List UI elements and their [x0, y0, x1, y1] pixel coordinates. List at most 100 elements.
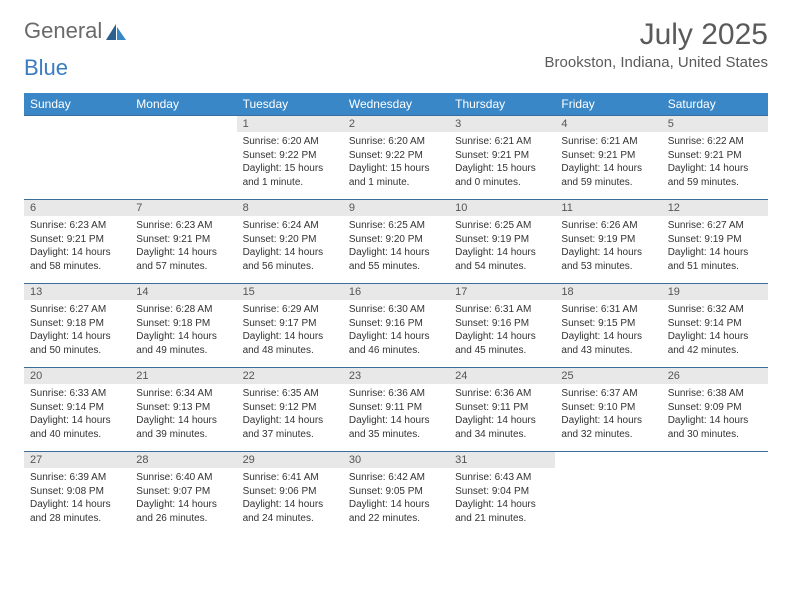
day-number: 15 [237, 284, 343, 300]
day-number: 3 [449, 116, 555, 132]
day-content: Sunrise: 6:38 AMSunset: 9:09 PMDaylight:… [662, 384, 768, 444]
calendar-cell: 8Sunrise: 6:24 AMSunset: 9:20 PMDaylight… [237, 200, 343, 284]
sunrise-text: Sunrise: 6:27 AM [30, 303, 124, 317]
sunset-text: Sunset: 9:18 PM [136, 317, 230, 331]
day-number: 17 [449, 284, 555, 300]
day-number: 1 [237, 116, 343, 132]
day-content: Sunrise: 6:36 AMSunset: 9:11 PMDaylight:… [343, 384, 449, 444]
calendar-cell: 3Sunrise: 6:21 AMSunset: 9:21 PMDaylight… [449, 116, 555, 200]
sunset-text: Sunset: 9:19 PM [561, 233, 655, 247]
sunrise-text: Sunrise: 6:30 AM [349, 303, 443, 317]
calendar-cell: 6Sunrise: 6:23 AMSunset: 9:21 PMDaylight… [24, 200, 130, 284]
sunrise-text: Sunrise: 6:41 AM [243, 471, 337, 485]
calendar-cell: 1Sunrise: 6:20 AMSunset: 9:22 PMDaylight… [237, 116, 343, 200]
day-content: Sunrise: 6:22 AMSunset: 9:21 PMDaylight:… [662, 132, 768, 192]
sunrise-text: Sunrise: 6:23 AM [30, 219, 124, 233]
daylight-text: Daylight: 14 hours and 45 minutes. [455, 330, 549, 357]
sunset-text: Sunset: 9:16 PM [349, 317, 443, 331]
calendar-cell: 20Sunrise: 6:33 AMSunset: 9:14 PMDayligh… [24, 368, 130, 452]
day-number: 4 [555, 116, 661, 132]
calendar-cell: 10Sunrise: 6:25 AMSunset: 9:19 PMDayligh… [449, 200, 555, 284]
daylight-text: Daylight: 14 hours and 39 minutes. [136, 414, 230, 441]
sunrise-text: Sunrise: 6:28 AM [136, 303, 230, 317]
daylight-text: Daylight: 14 hours and 54 minutes. [455, 246, 549, 273]
day-content: Sunrise: 6:25 AMSunset: 9:20 PMDaylight:… [343, 216, 449, 276]
daylight-text: Daylight: 14 hours and 40 minutes. [30, 414, 124, 441]
sunset-text: Sunset: 9:15 PM [561, 317, 655, 331]
sunrise-text: Sunrise: 6:31 AM [455, 303, 549, 317]
day-number: 28 [130, 452, 236, 468]
calendar-cell: 12Sunrise: 6:27 AMSunset: 9:19 PMDayligh… [662, 200, 768, 284]
day-number: 7 [130, 200, 236, 216]
sunrise-text: Sunrise: 6:22 AM [668, 135, 762, 149]
day-content: Sunrise: 6:39 AMSunset: 9:08 PMDaylight:… [24, 468, 130, 528]
day-number: 26 [662, 368, 768, 384]
sunset-text: Sunset: 9:08 PM [30, 485, 124, 499]
sunset-text: Sunset: 9:21 PM [455, 149, 549, 163]
day-number: 5 [662, 116, 768, 132]
day-content: Sunrise: 6:36 AMSunset: 9:11 PMDaylight:… [449, 384, 555, 444]
day-content: Sunrise: 6:41 AMSunset: 9:06 PMDaylight:… [237, 468, 343, 528]
sunrise-text: Sunrise: 6:42 AM [349, 471, 443, 485]
calendar-cell: 15Sunrise: 6:29 AMSunset: 9:17 PMDayligh… [237, 284, 343, 368]
daylight-text: Daylight: 14 hours and 59 minutes. [668, 162, 762, 189]
sunset-text: Sunset: 9:21 PM [668, 149, 762, 163]
sunrise-text: Sunrise: 6:36 AM [455, 387, 549, 401]
sunset-text: Sunset: 9:22 PM [243, 149, 337, 163]
sunset-text: Sunset: 9:18 PM [30, 317, 124, 331]
sunrise-text: Sunrise: 6:20 AM [243, 135, 337, 149]
daylight-text: Daylight: 14 hours and 32 minutes. [561, 414, 655, 441]
calendar-cell: 16Sunrise: 6:30 AMSunset: 9:16 PMDayligh… [343, 284, 449, 368]
daylight-text: Daylight: 14 hours and 55 minutes. [349, 246, 443, 273]
daylight-text: Daylight: 14 hours and 51 minutes. [668, 246, 762, 273]
calendar-week-row: 13Sunrise: 6:27 AMSunset: 9:18 PMDayligh… [24, 284, 768, 368]
calendar-cell: 19Sunrise: 6:32 AMSunset: 9:14 PMDayligh… [662, 284, 768, 368]
day-number: 12 [662, 200, 768, 216]
day-content: Sunrise: 6:37 AMSunset: 9:10 PMDaylight:… [555, 384, 661, 444]
sunset-text: Sunset: 9:19 PM [455, 233, 549, 247]
day-content: Sunrise: 6:40 AMSunset: 9:07 PMDaylight:… [130, 468, 236, 528]
daylight-text: Daylight: 14 hours and 42 minutes. [668, 330, 762, 357]
day-content: Sunrise: 6:42 AMSunset: 9:05 PMDaylight:… [343, 468, 449, 528]
day-content: Sunrise: 6:27 AMSunset: 9:18 PMDaylight:… [24, 300, 130, 360]
weekday-header: Monday [130, 93, 236, 116]
sunset-text: Sunset: 9:10 PM [561, 401, 655, 415]
sunset-text: Sunset: 9:06 PM [243, 485, 337, 499]
daylight-text: Daylight: 14 hours and 58 minutes. [30, 246, 124, 273]
sunrise-text: Sunrise: 6:43 AM [455, 471, 549, 485]
daylight-text: Daylight: 14 hours and 50 minutes. [30, 330, 124, 357]
sunrise-text: Sunrise: 6:35 AM [243, 387, 337, 401]
sail-icon [105, 23, 127, 41]
calendar-cell: 30Sunrise: 6:42 AMSunset: 9:05 PMDayligh… [343, 452, 449, 536]
daylight-text: Daylight: 14 hours and 35 minutes. [349, 414, 443, 441]
day-number: 2 [343, 116, 449, 132]
sunrise-text: Sunrise: 6:34 AM [136, 387, 230, 401]
sunrise-text: Sunrise: 6:24 AM [243, 219, 337, 233]
day-content: Sunrise: 6:23 AMSunset: 9:21 PMDaylight:… [24, 216, 130, 276]
weekday-header: Wednesday [343, 93, 449, 116]
sunrise-text: Sunrise: 6:25 AM [349, 219, 443, 233]
calendar-cell: 2Sunrise: 6:20 AMSunset: 9:22 PMDaylight… [343, 116, 449, 200]
calendar-cell: 27Sunrise: 6:39 AMSunset: 9:08 PMDayligh… [24, 452, 130, 536]
sunrise-text: Sunrise: 6:27 AM [668, 219, 762, 233]
day-content: Sunrise: 6:31 AMSunset: 9:16 PMDaylight:… [449, 300, 555, 360]
calendar-cell: 7Sunrise: 6:23 AMSunset: 9:21 PMDaylight… [130, 200, 236, 284]
daylight-text: Daylight: 14 hours and 22 minutes. [349, 498, 443, 525]
sunrise-text: Sunrise: 6:33 AM [30, 387, 124, 401]
day-content: Sunrise: 6:35 AMSunset: 9:12 PMDaylight:… [237, 384, 343, 444]
title-block: July 2025 Brookston, Indiana, United Sta… [545, 18, 768, 71]
calendar-cell: 11Sunrise: 6:26 AMSunset: 9:19 PMDayligh… [555, 200, 661, 284]
sunrise-text: Sunrise: 6:38 AM [668, 387, 762, 401]
sunset-text: Sunset: 9:04 PM [455, 485, 549, 499]
sunrise-text: Sunrise: 6:21 AM [561, 135, 655, 149]
calendar-cell [555, 452, 661, 536]
sunrise-text: Sunrise: 6:26 AM [561, 219, 655, 233]
calendar-cell: 25Sunrise: 6:37 AMSunset: 9:10 PMDayligh… [555, 368, 661, 452]
sunrise-text: Sunrise: 6:40 AM [136, 471, 230, 485]
sunset-text: Sunset: 9:22 PM [349, 149, 443, 163]
calendar-cell [24, 116, 130, 200]
weekday-header-row: Sunday Monday Tuesday Wednesday Thursday… [24, 93, 768, 116]
day-number: 21 [130, 368, 236, 384]
sunset-text: Sunset: 9:11 PM [349, 401, 443, 415]
sunrise-text: Sunrise: 6:31 AM [561, 303, 655, 317]
